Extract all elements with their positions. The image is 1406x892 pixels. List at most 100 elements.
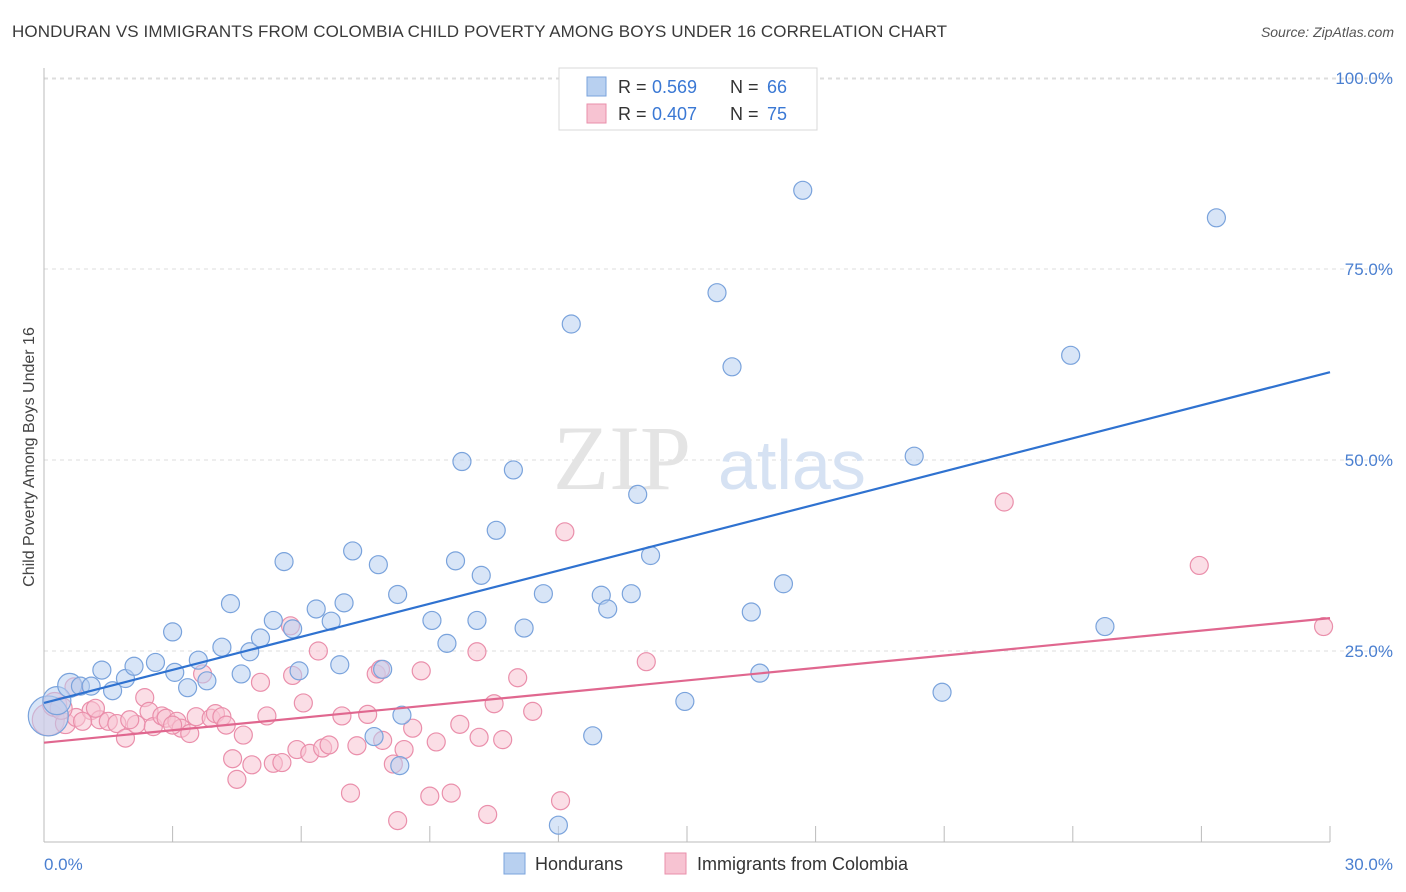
- honduran-point: [452, 451, 472, 472]
- x-tick-label: 30.0%: [1345, 855, 1393, 874]
- colombia-point: [469, 727, 489, 747]
- honduran-point: [388, 584, 408, 605]
- honduran-point: [343, 541, 363, 561]
- colombia-point: [358, 704, 378, 725]
- colombia-point: [411, 661, 431, 681]
- honduran-point: [220, 594, 241, 614]
- honduran-point: [92, 660, 112, 680]
- y-tick-label: 50.0%: [1345, 451, 1393, 470]
- axes: [43, 68, 1331, 843]
- trend-lines: [43, 371, 1331, 744]
- series-hondurans-points: [27, 180, 1227, 835]
- honduran-point: [334, 593, 354, 613]
- colombia-point: [523, 701, 543, 721]
- honduran-point: [124, 656, 144, 676]
- honduran-point: [263, 610, 283, 631]
- honduran-point: [445, 551, 466, 571]
- honduran-point: [163, 622, 183, 642]
- colombia-point: [420, 786, 440, 806]
- honduran-point: [250, 628, 271, 648]
- hondurans-trend-line: [43, 371, 1331, 705]
- y-tick-label: 100.0%: [1335, 69, 1393, 88]
- legend-swatch-colombia: [586, 103, 607, 124]
- colombia-point: [242, 755, 262, 775]
- honduran-point: [283, 619, 303, 639]
- honduran-point: [561, 314, 581, 334]
- honduran-point: [437, 633, 457, 653]
- legend-bottom-swatch-hondurans: [503, 852, 526, 875]
- legend-swatch-hondurans: [586, 76, 607, 97]
- honduran-point: [145, 652, 166, 673]
- colombia-point: [555, 522, 575, 542]
- honduran-point: [1095, 616, 1115, 637]
- honduran-point: [212, 637, 232, 657]
- honduran-point: [289, 661, 309, 681]
- honduran-point: [471, 565, 491, 585]
- honduran-point: [533, 584, 553, 604]
- honduran-point: [773, 574, 794, 594]
- honduran-point: [392, 705, 412, 725]
- x-tick-label: 0.0%: [44, 855, 83, 874]
- colombia-point: [478, 804, 498, 825]
- colombia-point: [332, 706, 352, 726]
- honduran-point: [503, 460, 523, 480]
- series-colombia-points: [31, 492, 1334, 831]
- y-tick-label: 75.0%: [1345, 260, 1393, 279]
- honduran-point: [793, 180, 813, 200]
- honduran-point: [422, 610, 442, 631]
- honduran-point: [486, 520, 506, 540]
- honduran-point: [707, 283, 727, 303]
- colombia-point: [250, 672, 271, 692]
- colombia-point: [441, 783, 461, 803]
- legend-bottom-label-colombia: Immigrants from Colombia: [697, 854, 909, 874]
- colombia-point: [227, 769, 247, 789]
- legend-n-label-1: N =: [730, 77, 759, 97]
- honduran-point: [583, 726, 603, 746]
- y-axis-label: Child Poverty Among Boys Under 16: [21, 327, 38, 587]
- honduran-point: [364, 726, 384, 747]
- legend-r-value-1: 0.569: [652, 77, 697, 97]
- colombia-point: [426, 732, 446, 752]
- legend-r-label-1: R =: [618, 77, 647, 97]
- colombia-point: [85, 698, 106, 718]
- honduran-point: [675, 691, 695, 712]
- legend-bottom-swatch-colombia: [664, 852, 687, 875]
- y-tick-label: 25.0%: [1345, 642, 1393, 661]
- legend-n-value-1: 66: [767, 77, 787, 97]
- source-label: Source: ZipAtlas.com: [1260, 24, 1394, 40]
- colombia-point: [340, 783, 361, 803]
- colombia-point: [550, 791, 571, 811]
- x-tick-labels: 0.0% 30.0%: [44, 855, 1393, 874]
- honduran-point: [231, 664, 251, 684]
- legend-n-label-2: N =: [730, 104, 759, 124]
- legend-stats: R = 0.569 N = 66 R = 0.407 N = 75: [558, 67, 818, 131]
- honduran-point: [598, 599, 618, 619]
- watermark-atlas: atlas: [718, 426, 866, 504]
- colombia-trend-line: [43, 617, 1331, 744]
- colombia-point: [223, 749, 243, 769]
- honduran-point: [368, 555, 388, 575]
- honduran-point: [1061, 345, 1081, 365]
- honduran-point: [932, 682, 952, 702]
- colombia-point: [293, 693, 313, 713]
- honduran-point: [274, 552, 294, 572]
- watermark-zip: ZIP: [553, 407, 691, 509]
- colombia-point: [403, 718, 423, 738]
- colombia-point: [1189, 555, 1209, 576]
- honduran-point: [373, 659, 393, 679]
- honduran-point: [1206, 208, 1227, 228]
- y-tick-labels: 25.0% 50.0% 75.0% 100.0%: [1335, 69, 1393, 661]
- honduran-point: [165, 662, 185, 682]
- honduran-point: [467, 610, 487, 631]
- honduran-point: [178, 678, 198, 698]
- honduran-point: [548, 815, 569, 835]
- colombia-point: [450, 714, 470, 734]
- honduran-point: [306, 599, 326, 619]
- honduran-point: [330, 655, 350, 675]
- colombia-point: [493, 730, 513, 750]
- colombia-point: [72, 711, 93, 731]
- honduran-point: [628, 484, 648, 504]
- colombia-point: [319, 735, 339, 755]
- legend-n-value-2: 75: [767, 104, 787, 124]
